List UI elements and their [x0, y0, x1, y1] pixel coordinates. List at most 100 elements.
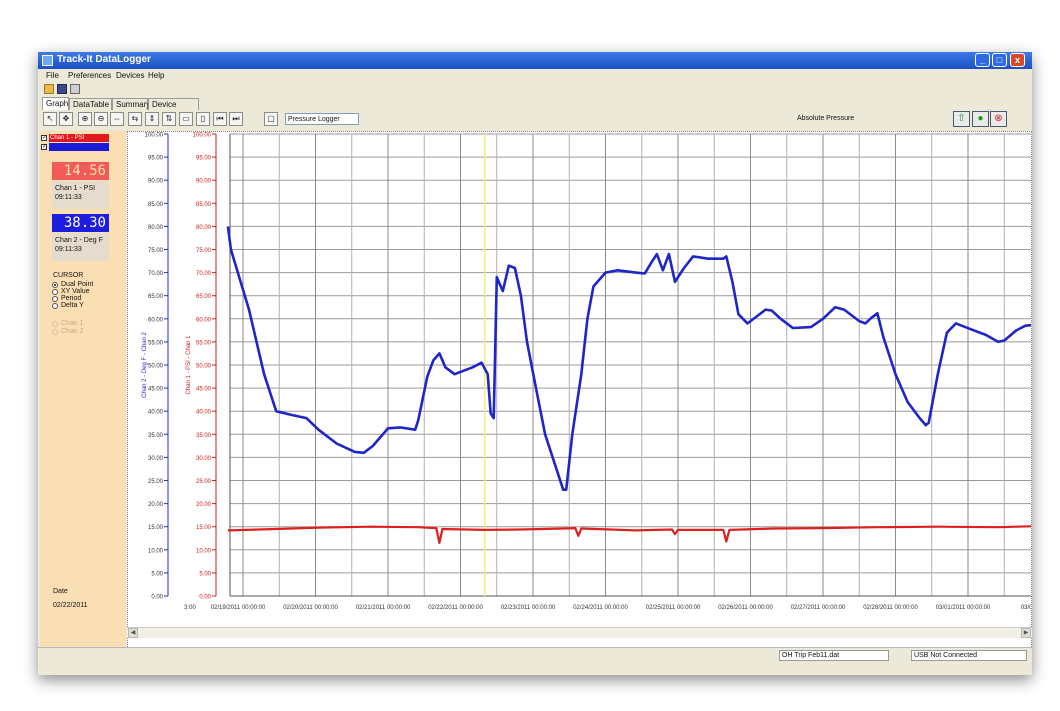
tab-graph[interactable]: Graph [42, 97, 69, 111]
pointer-icon[interactable]: ↖ [43, 112, 57, 126]
y-tick-label-right: 95.00 [196, 156, 212, 162]
radio-dual-point-label: Dual Point [61, 281, 94, 288]
cursor-chan2-label: Chan 2 [61, 328, 84, 335]
chan2-info: Chan 2 - Deg F 09:11:33 [52, 233, 109, 261]
tab-device-setup[interactable]: Device Setup [148, 98, 199, 120]
chan2-legend[interactable] [49, 143, 109, 151]
plot-area[interactable]: 0.00 0.00 5.00 5.00 10.00 10.00 15.00 15.00 20.0… [127, 131, 1032, 651]
x-tick-label: 02/19/2011 00:00:00 [211, 605, 266, 611]
print-icon[interactable] [70, 84, 80, 94]
y-tick-label-left: 90.00 [148, 179, 164, 185]
start-icon[interactable]: ● [972, 111, 989, 127]
radio-cursor-chan1[interactable] [52, 321, 58, 327]
menu-preferences[interactable]: Preferences [68, 71, 112, 80]
y-tick-label-right: 30.00 [196, 456, 212, 462]
fit-all-icon[interactable]: ▯ [196, 112, 210, 126]
chan1-legend[interactable]: Chan 1 - PSI [49, 134, 109, 142]
chan2-time: 09:11:33 [55, 246, 82, 253]
zoom-y-out-icon[interactable]: ⇅ [162, 112, 176, 126]
x-tick-label: 02/23/2011 00:00:00 [501, 605, 556, 611]
y-tick-label-right: 40.00 [196, 410, 212, 416]
radio-period-label: Period [61, 295, 82, 302]
chan1-reading: 14.56 [52, 162, 109, 180]
y-tick-label-left: 25.00 [148, 479, 164, 485]
x-tick-label: 02/22/2011 00:00:00 [428, 605, 483, 611]
x-tick-label: 02/28/2011 00:00:00 [863, 605, 918, 611]
y-tick-label-right: 10.00 [196, 548, 212, 554]
channel-panel: ✓ Chan 1 - PSI ✓ 14.56 Chan 1 - PSI 09:1… [40, 131, 126, 651]
open-folder-icon[interactable] [44, 84, 54, 94]
date-value: 02/22/2011 [53, 602, 88, 609]
app-icon [42, 55, 53, 66]
y-tick-label-left: 95.00 [148, 156, 164, 162]
app-window: Track-It DataLogger _ □ x File Preferenc… [38, 52, 1032, 675]
horizontal-scrollbar[interactable]: ◀ ▶ [127, 627, 1032, 638]
chan1-info: Chan 1 - PSI 09:11:33 [52, 181, 109, 209]
y-tick-label-left: 5.00 [151, 571, 163, 577]
close-button[interactable]: x [1010, 53, 1025, 67]
radio-period[interactable] [52, 296, 58, 302]
y-tick-label-left: 45.00 [148, 387, 164, 393]
pan-icon[interactable]: ✥ [59, 112, 73, 126]
series-chan1-line [227, 525, 1031, 544]
page-icon[interactable]: ▢ [264, 112, 278, 126]
fit-icon[interactable]: ▭ [179, 112, 193, 126]
y-tick-label-right: 35.00 [196, 433, 212, 439]
x-tick-label: 02/25/2011 00:00:00 [646, 605, 701, 611]
tab-strip: Graph DataTable Summary Device Setup [38, 97, 1032, 120]
radio-delta-y-label: Delta Y [61, 302, 84, 309]
radio-xy-value[interactable] [52, 289, 58, 295]
x-start-label: 3:00 [184, 605, 196, 611]
x-tick-label: 03/02/2011 [1021, 605, 1031, 611]
menu-devices[interactable]: Devices [116, 71, 145, 80]
date-label: Date [53, 588, 68, 595]
stop-icon[interactable]: ⊗ [990, 111, 1007, 127]
y-tick-label-right: 85.00 [196, 202, 212, 208]
status-connection: USB Not Connected [911, 650, 1027, 661]
y-tick-label-right: 90.00 [196, 179, 212, 185]
minimize-button[interactable]: _ [975, 53, 990, 67]
zoom-y-in-icon[interactable]: ⇕ [145, 112, 159, 126]
zoom-x-out-icon[interactable]: ⇆ [128, 112, 142, 126]
y-tick-label-right: 15.00 [196, 525, 212, 531]
y-tick-label-right: 20.00 [196, 502, 212, 508]
y-tick-label-right: 0.00 [199, 595, 211, 601]
x-tick-label: 02/27/2011 00:00:00 [791, 605, 846, 611]
scroll-right-icon[interactable]: ▶ [1021, 628, 1031, 638]
y-tick-label-right: 70.00 [196, 271, 212, 277]
menu-help[interactable]: Help [148, 71, 165, 80]
y-tick-label-left: 60.00 [148, 317, 164, 323]
radio-delta-y[interactable] [52, 303, 58, 309]
maximize-button[interactable]: □ [992, 53, 1007, 67]
radio-cursor-chan2[interactable] [52, 329, 58, 335]
save-icon[interactable] [57, 84, 67, 94]
y-tick-label-left: 70.00 [148, 271, 164, 277]
y-tick-label-left: 80.00 [148, 225, 164, 231]
standard-toolbar [38, 83, 1032, 96]
graph-toolbar: ↖ ✥ ⊕ ⊖ ⇔ ⇆ ⇕ ⇅ ▭ ▯ ⏮ ⏭ ▢ Pressure Logge… [38, 110, 1032, 130]
y-tick-label-left: 75.00 [148, 248, 164, 254]
x-tick-label: 02/20/2011 00:00:00 [283, 605, 338, 611]
zoom-in-icon[interactable]: ⊕ [78, 112, 92, 126]
radio-dual-point[interactable] [52, 282, 58, 288]
first-icon[interactable]: ⏮ [213, 112, 227, 126]
cursor-chan1-label: Chan 1 [61, 320, 84, 327]
chan1-time: 09:11:33 [55, 194, 82, 201]
y-tick-label-left: 35.00 [148, 433, 164, 439]
chan2-checkbox[interactable]: ✓ [41, 144, 48, 150]
zoom-x-in-icon[interactable]: ⇔ [110, 112, 124, 126]
download-icon[interactable]: ⇧ [953, 111, 970, 127]
chart: 0.00 0.00 5.00 5.00 10.00 10.00 15.00 15.00 20.0… [142, 133, 1031, 611]
y-tick-label-left: 20.00 [148, 502, 164, 508]
last-icon[interactable]: ⏭ [229, 112, 243, 126]
menu-file[interactable]: File [46, 71, 59, 80]
tab-summary[interactable]: Summary [112, 98, 150, 110]
logger-name-field[interactable]: Pressure Logger [285, 113, 359, 125]
x-tick-label: 02/21/2011 00:00:00 [356, 605, 411, 611]
scroll-left-icon[interactable]: ◀ [128, 628, 138, 638]
radio-xy-value-label: XY Value [61, 288, 90, 295]
chan1-info-label: Chan 1 - PSI [55, 185, 96, 192]
chan1-checkbox[interactable]: ✓ [41, 135, 48, 141]
tab-datatable[interactable]: DataTable [69, 98, 112, 110]
zoom-out-icon[interactable]: ⊖ [94, 112, 108, 126]
